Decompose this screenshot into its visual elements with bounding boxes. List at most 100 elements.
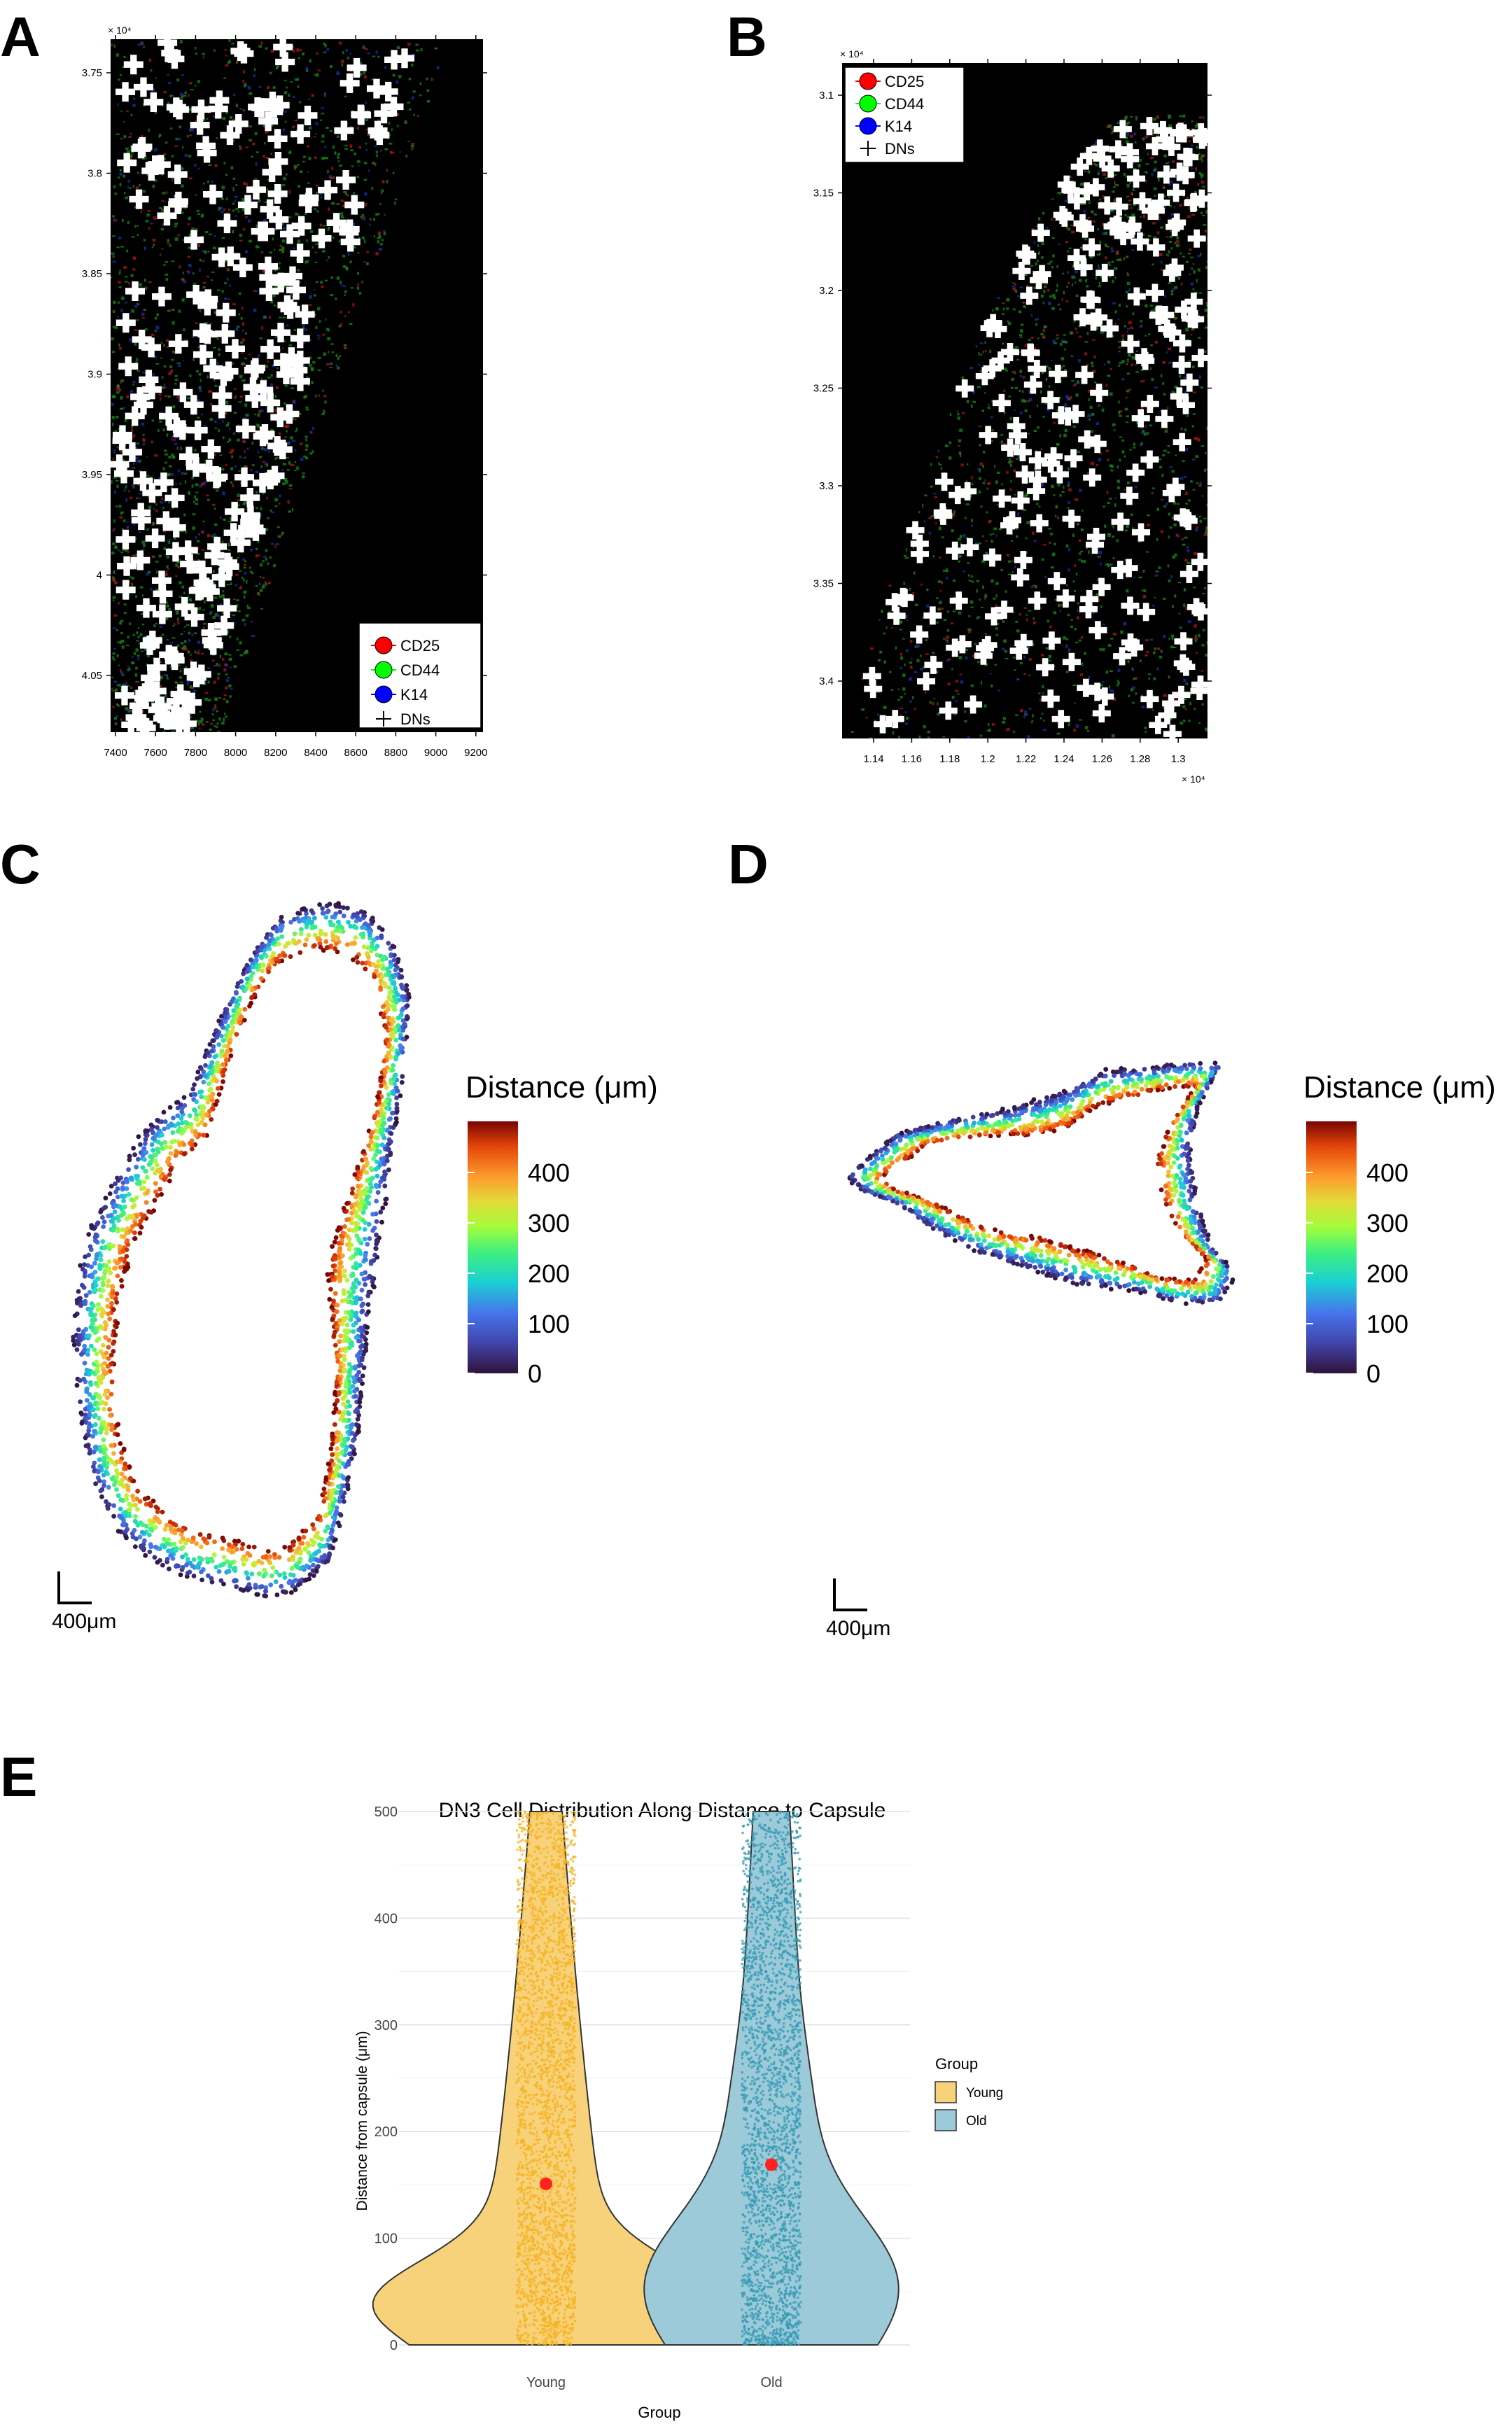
tissue-pixel xyxy=(985,633,988,635)
tissue-pixel xyxy=(906,716,909,720)
tissue-pixel xyxy=(168,455,172,459)
tissue-pixel xyxy=(262,491,265,495)
tissue-pixel xyxy=(240,317,243,320)
tissue-pixel xyxy=(237,325,240,328)
tissue-pixel xyxy=(946,659,949,662)
dn-marker xyxy=(156,511,176,531)
tissue-pixel xyxy=(136,654,140,657)
tissue-pixel xyxy=(274,395,277,398)
tissue-pixel xyxy=(215,726,218,728)
tissue-pixel xyxy=(1140,406,1143,409)
tissue-pixel xyxy=(1156,115,1159,119)
tissue-pixel xyxy=(169,94,173,97)
tissue-pixel xyxy=(1132,608,1135,611)
tissue-pixel xyxy=(1191,144,1193,147)
tissue-pixel xyxy=(1145,639,1149,642)
dn-marker xyxy=(1007,416,1026,435)
tissue-pixel xyxy=(287,468,290,471)
tissue-pixel xyxy=(159,206,162,209)
tissue-pixel xyxy=(113,717,118,720)
tissue-pixel xyxy=(123,120,125,123)
tissue-pixel xyxy=(166,540,169,542)
tissue-pixel xyxy=(1167,255,1170,257)
tissue-pixel xyxy=(1128,204,1132,206)
tissue-pixel xyxy=(952,738,955,741)
tissue-pixel xyxy=(1117,486,1120,489)
tissue-pixel xyxy=(1124,455,1126,458)
tissue-pixel xyxy=(120,379,124,383)
tissue-pixel xyxy=(1131,667,1134,670)
dn-marker xyxy=(290,124,311,144)
tissue-pixel xyxy=(1023,400,1027,403)
tissue-pixel xyxy=(244,403,248,407)
tissue-pixel xyxy=(225,664,228,667)
tissue-pixel xyxy=(174,223,178,225)
tissue-pixel xyxy=(895,646,897,650)
tissue-pixel xyxy=(1173,501,1176,505)
tissue-pixel xyxy=(329,366,333,369)
tissue-pixel xyxy=(211,271,215,274)
tissue-pixel xyxy=(1042,482,1044,484)
tissue-pixel xyxy=(236,649,239,651)
tissue-pixel xyxy=(232,484,234,488)
tissue-pixel xyxy=(317,356,321,360)
tissue-pixel xyxy=(329,129,333,132)
tissue-pixel xyxy=(180,530,184,533)
tissue-pixel xyxy=(133,97,136,100)
tissue-pixel xyxy=(130,132,132,136)
tissue-pixel xyxy=(316,209,318,212)
tissue-pixel xyxy=(223,162,226,164)
tissue-pixel xyxy=(1167,564,1170,568)
tissue-pixel xyxy=(239,641,242,645)
tissue-pixel xyxy=(961,412,965,414)
tissue-pixel xyxy=(936,713,938,715)
tissue-pixel xyxy=(1125,396,1128,399)
tissue-pixel xyxy=(1167,451,1170,454)
tissue-pixel xyxy=(197,608,200,611)
tissue-pixel xyxy=(1026,618,1028,622)
dn-marker xyxy=(167,164,188,185)
tissue-pixel xyxy=(117,176,120,178)
tissue-pixel xyxy=(148,227,150,230)
tissue-pixel xyxy=(1044,325,1047,328)
tissue-pixel xyxy=(1005,590,1007,593)
x-tick-label: 1.26 xyxy=(1092,753,1112,765)
distance-point xyxy=(120,1498,125,1504)
tissue-pixel xyxy=(158,554,162,558)
tissue-pixel xyxy=(379,243,383,246)
tissue-pixel xyxy=(955,680,958,683)
tissue-pixel xyxy=(214,596,218,599)
tissue-pixel xyxy=(118,286,122,288)
tissue-pixel xyxy=(120,619,124,622)
tissue-pixel xyxy=(138,184,141,187)
tissue-pixel xyxy=(153,355,157,358)
tissue-pixel xyxy=(210,604,214,608)
tissue-pixel xyxy=(206,118,209,120)
tissue-pixel xyxy=(259,337,263,339)
tissue-pixel xyxy=(1037,317,1039,321)
dn-marker xyxy=(1084,312,1102,331)
tissue-pixel xyxy=(977,615,981,619)
dn-marker xyxy=(1020,286,1039,305)
tissue-pixel xyxy=(1154,574,1158,577)
tissue-pixel xyxy=(900,656,904,660)
tissue-pixel xyxy=(309,356,312,360)
tissue-pixel xyxy=(1200,386,1204,389)
tissue-pixel xyxy=(1172,160,1175,163)
tissue-pixel xyxy=(1042,415,1045,418)
dn-marker xyxy=(214,615,234,636)
tissue-pixel xyxy=(358,146,362,149)
tissue-pixel xyxy=(115,479,119,482)
distance-point xyxy=(107,1191,113,1196)
tissue-pixel xyxy=(188,639,191,642)
tissue-pixel xyxy=(1016,358,1019,361)
tissue-pixel xyxy=(250,468,253,472)
tissue-pixel xyxy=(1064,348,1066,351)
tissue-pixel xyxy=(246,447,249,450)
tissue-pixel xyxy=(1068,723,1070,727)
tissue-pixel xyxy=(1068,488,1072,492)
tissue-pixel xyxy=(202,183,205,185)
tissue-pixel xyxy=(1015,714,1018,716)
tissue-pixel xyxy=(218,348,220,351)
tissue-pixel xyxy=(388,134,391,136)
